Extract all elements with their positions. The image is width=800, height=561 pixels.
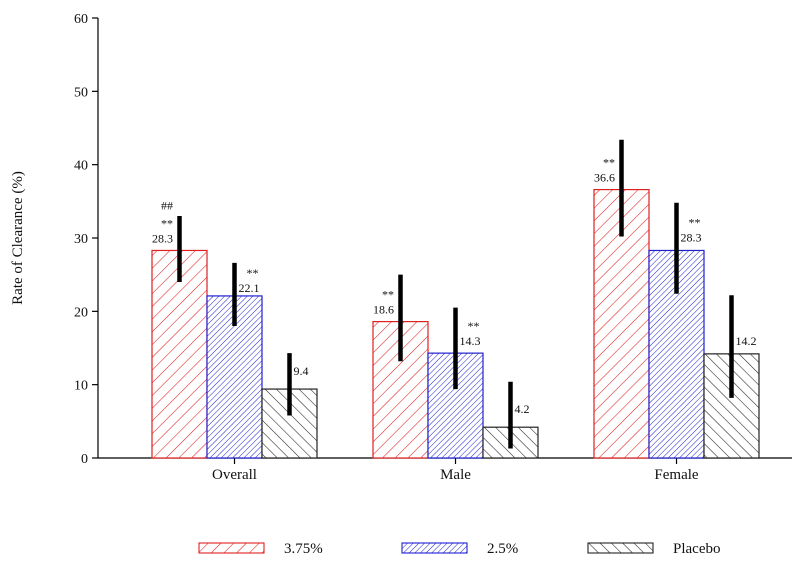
legend-swatch [587,542,654,554]
x-category-label: Male [440,467,471,483]
value-labels: 28.3**##22.1**9.418.6**14.3**4.236.6**28… [152,156,757,417]
value-label: 22.1 [239,281,260,295]
y-tick-label: 20 [74,305,88,320]
value-label: 36.6 [594,171,615,185]
x-category-label: Female [654,467,698,483]
y-tick-label: 50 [74,85,88,100]
significance-label: ** [689,215,701,229]
significance-label: ** [161,216,173,230]
y-tick-label: 0 [81,452,88,467]
bar [151,249,208,459]
significance-label: ** [382,288,394,302]
bars [151,189,760,459]
value-label: 18.6 [373,303,394,317]
significance-label: ** [247,266,259,280]
value-label: 4.2 [515,402,530,416]
significance-label: ** [603,156,615,170]
legend-label: Placebo [673,541,720,557]
significance-extra-label: ## [161,198,173,212]
y-axis-title: Rate of Clearance (%) [10,171,26,305]
axes: 0 10 20 30 40 50 60 Overall Male Female [74,12,792,483]
x-category-label: Overall [212,467,257,483]
y-tick-label: 60 [74,12,88,27]
legend-swatch [401,542,468,554]
y-tick-label: 10 [74,379,88,394]
significance-label: ** [468,319,480,333]
value-label: 28.3 [681,230,702,244]
legend: 3.75% 2.5% Placebo [198,541,720,557]
legend-label: 3.75% [284,541,323,557]
value-label: 14.3 [460,334,481,348]
legend-label: 2.5% [487,541,518,557]
error-bars [177,139,734,449]
value-label: 28.3 [152,231,173,245]
y-tick-label: 40 [74,159,88,174]
value-label: 14.2 [736,334,757,348]
value-label: 9.4 [294,364,309,378]
y-tick-label: 30 [74,232,88,247]
legend-swatch [198,542,265,554]
